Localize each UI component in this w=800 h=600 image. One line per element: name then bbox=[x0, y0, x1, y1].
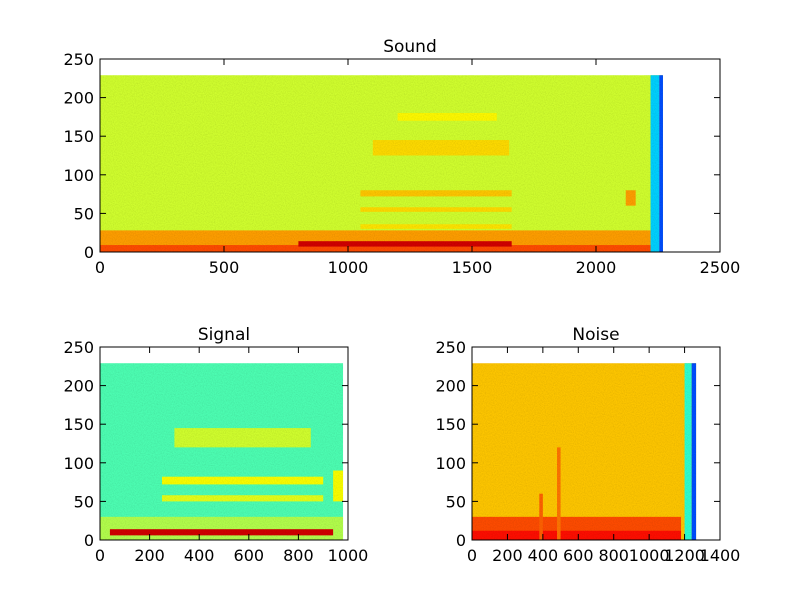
heatmap-band bbox=[360, 224, 511, 229]
x-tick-label: 1500 bbox=[452, 258, 493, 277]
y-tick-label: 50 bbox=[446, 492, 466, 511]
heatmap-band bbox=[398, 113, 497, 121]
heatmap-band bbox=[162, 477, 323, 485]
heatmap-band bbox=[100, 517, 343, 540]
y-tick-label: 200 bbox=[63, 377, 94, 396]
heatmap-band bbox=[174, 428, 310, 447]
heatmap-band bbox=[298, 241, 511, 246]
heatmap-band bbox=[626, 190, 636, 205]
x-tick-label: 0 bbox=[467, 546, 477, 565]
chart-signal: Signal 0 200 400 600 800 1000 0 50 100 150 200 250 bbox=[63, 325, 368, 565]
x-tick-label: 200 bbox=[134, 546, 165, 565]
heatmap-band bbox=[360, 207, 511, 212]
x-tick-label: 2500 bbox=[700, 258, 741, 277]
x-tick-label: 200 bbox=[492, 546, 523, 565]
heatmap-cells bbox=[472, 363, 696, 540]
x-tick-label: 0 bbox=[95, 546, 105, 565]
x-tick-label: 600 bbox=[234, 546, 265, 565]
heatmap-cells bbox=[100, 363, 343, 540]
x-tick-label: 800 bbox=[283, 546, 314, 565]
x-tick-label: 0 bbox=[95, 258, 105, 277]
heatmap-band bbox=[539, 494, 543, 540]
x-tick-label: 1000 bbox=[328, 546, 369, 565]
y-tick-label: 200 bbox=[63, 89, 94, 108]
chart-sound: Sound 0 500 1000 1500 2000 2500 0 50 100 150 200 25… bbox=[63, 37, 740, 277]
y-tick-label: 100 bbox=[435, 454, 466, 473]
heatmap-cells bbox=[100, 75, 663, 252]
heatmap-area bbox=[472, 363, 696, 540]
y-tick-label: 50 bbox=[74, 204, 94, 223]
x-tick-label: 500 bbox=[209, 258, 240, 277]
heatmap-band bbox=[557, 447, 561, 540]
heatmap-band bbox=[360, 190, 511, 196]
y-tick-label: 150 bbox=[63, 415, 94, 434]
heatmap-band bbox=[685, 363, 692, 540]
heatmap-band bbox=[162, 495, 323, 501]
heatmap-band bbox=[651, 75, 660, 252]
y-tick-label: 100 bbox=[63, 454, 94, 473]
chart-title: Noise bbox=[572, 325, 619, 345]
x-tick-label: 800 bbox=[598, 546, 629, 565]
y-tick-label: 0 bbox=[84, 531, 94, 550]
y-tick-label: 150 bbox=[435, 415, 466, 434]
heatmap-band bbox=[110, 529, 333, 535]
y-tick-label: 250 bbox=[63, 338, 94, 357]
heatmap-background bbox=[472, 363, 696, 540]
y-tick-label: 150 bbox=[63, 127, 94, 146]
heatmap-area bbox=[100, 363, 343, 540]
chart-title: Signal bbox=[198, 325, 250, 345]
chart-noise: Noise 0 200 400 600 800 100012001400050100150… bbox=[435, 325, 740, 565]
heatmap-band bbox=[472, 531, 681, 540]
y-tick-label: 250 bbox=[63, 50, 94, 69]
y-tick-label: 0 bbox=[456, 531, 466, 550]
x-tick-label: 1400 bbox=[700, 546, 741, 565]
heatmap-band bbox=[373, 140, 509, 155]
y-tick-label: 50 bbox=[74, 492, 94, 511]
heatmap-band bbox=[692, 363, 696, 540]
x-tick-label: 1000 bbox=[328, 258, 369, 277]
x-tick-label: 600 bbox=[563, 546, 594, 565]
y-tick-label: 100 bbox=[63, 166, 94, 185]
y-tick-label: 200 bbox=[435, 377, 466, 396]
heatmap-band bbox=[333, 471, 343, 502]
heatmap-area bbox=[100, 75, 663, 252]
y-tick-label: 0 bbox=[84, 243, 94, 262]
x-tick-label: 2000 bbox=[576, 258, 617, 277]
heatmap-band bbox=[659, 75, 663, 252]
x-tick-label: 400 bbox=[184, 546, 215, 565]
x-tick-label: 400 bbox=[528, 546, 559, 565]
heatmap-background bbox=[100, 363, 343, 540]
y-tick-label: 250 bbox=[435, 338, 466, 357]
chart-title: Sound bbox=[383, 37, 437, 57]
